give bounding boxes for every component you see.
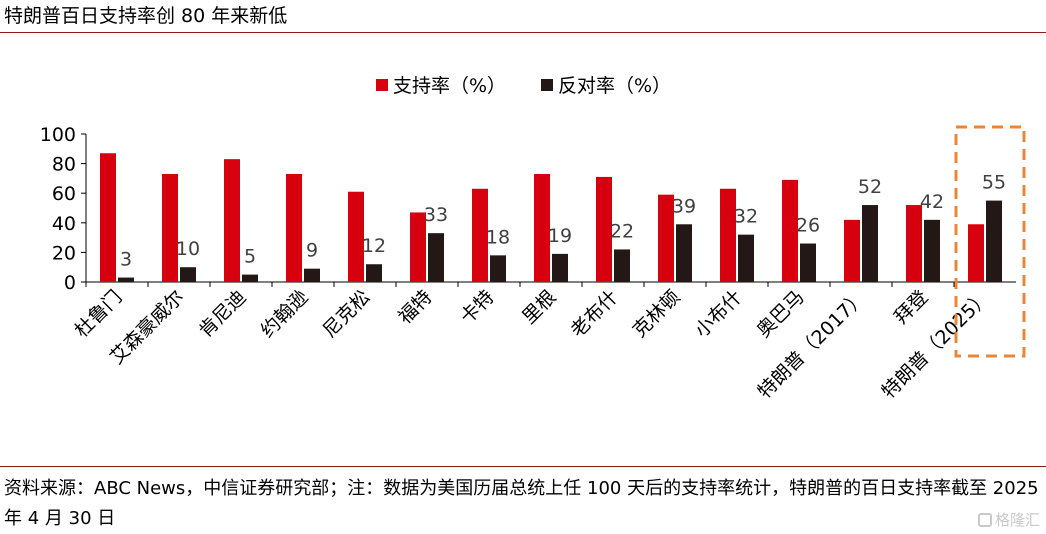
x-category-label: 卡特 (456, 286, 498, 328)
data-label-disapproval: 3 (120, 249, 132, 271)
bar-disapproval (986, 200, 1002, 282)
bar-approval (348, 191, 364, 282)
data-label-disapproval: 12 (362, 235, 386, 257)
bar-disapproval (304, 268, 320, 282)
legend-label-approval: 支持率（%） (393, 75, 506, 97)
footnote-divider (0, 466, 1046, 467)
footnote: 资料来源：ABC News，中信证券研究部；注：数据为美国历届总统上任 100 … (4, 478, 1039, 529)
bar-disapproval (490, 255, 506, 282)
x-category-label: 尼克松 (319, 286, 375, 342)
bar-approval (844, 219, 860, 282)
bar-approval (534, 173, 550, 282)
data-label-disapproval: 26 (796, 215, 820, 237)
highlight-box (954, 125, 1026, 358)
bar-disapproval (118, 277, 134, 282)
data-label-disapproval: 32 (734, 206, 758, 228)
bar-disapproval (366, 264, 382, 282)
x-category-label: 约翰逊 (257, 286, 313, 342)
bar-approval (906, 205, 922, 282)
bar-approval (472, 188, 488, 282)
bar-disapproval (552, 253, 568, 282)
chart-title: 特朗普百日支持率创 80 年来新低 (4, 5, 288, 27)
x-category-label: 小布什 (691, 286, 747, 342)
data-label-disapproval: 22 (610, 220, 634, 242)
x-category-label: 里根 (518, 286, 560, 328)
bar-disapproval (862, 205, 878, 282)
bar-approval (658, 194, 674, 282)
watermark-text: 格隆汇 (994, 511, 1040, 529)
bar-disapproval (738, 234, 754, 282)
bar-approval (224, 159, 240, 282)
y-tick-label: 60 (52, 183, 76, 205)
data-label-disapproval: 5 (244, 246, 256, 268)
legend-label-disapproval: 反对率（%） (558, 75, 671, 97)
x-category-label: 肯尼迪 (195, 286, 251, 342)
bar-disapproval (242, 274, 258, 282)
data-label-disapproval: 42 (920, 191, 944, 213)
bar-disapproval (924, 219, 940, 282)
bar-chart: 0204060801003杜鲁门10艾森豪威尔5肯尼迪9约翰逊12尼克松33福特… (40, 75, 1026, 403)
y-tick-label: 40 (52, 213, 76, 235)
bar-disapproval (180, 267, 196, 282)
bar-approval (286, 173, 302, 282)
bar-approval (720, 188, 736, 282)
x-category-label: 福特 (394, 286, 436, 328)
bar-approval (100, 153, 116, 282)
y-tick-label: 100 (40, 124, 76, 146)
x-category-label: 老布什 (567, 286, 623, 342)
data-label-disapproval: 39 (672, 195, 696, 217)
data-label-disapproval: 10 (176, 238, 200, 260)
data-label-disapproval: 33 (424, 204, 448, 226)
title-divider (0, 32, 1046, 33)
bar-approval (410, 212, 426, 282)
data-label-disapproval: 55 (982, 172, 1006, 194)
watermark: 格隆汇 (977, 509, 1040, 530)
y-tick-label: 20 (52, 242, 76, 264)
x-category-label: 拜登 (890, 286, 932, 328)
legend-swatch-disapproval (541, 79, 553, 91)
bar-approval (782, 179, 798, 282)
bar-disapproval (800, 243, 816, 282)
y-tick-label: 0 (64, 272, 76, 294)
legend-swatch-approval (376, 79, 388, 91)
x-category-label: 奥巴马 (753, 286, 809, 342)
data-label-disapproval: 19 (548, 225, 572, 247)
bar-approval (162, 173, 178, 282)
data-label-disapproval: 52 (858, 176, 882, 198)
bar-disapproval (614, 249, 630, 282)
data-label-disapproval: 18 (486, 226, 510, 248)
bar-approval (596, 176, 612, 282)
x-category-label: 杜鲁门 (71, 286, 127, 342)
x-category-label: 特朗普（2017） (754, 286, 871, 403)
data-label-disapproval: 9 (306, 240, 318, 262)
bar-disapproval (676, 224, 692, 282)
watermark-logo-icon (977, 512, 992, 527)
y-tick-label: 80 (52, 154, 76, 176)
bar-approval (968, 224, 984, 282)
x-category-label: 特朗普（2025） (878, 286, 995, 403)
bar-disapproval (428, 233, 444, 282)
x-category-label: 克林顿 (629, 286, 685, 342)
